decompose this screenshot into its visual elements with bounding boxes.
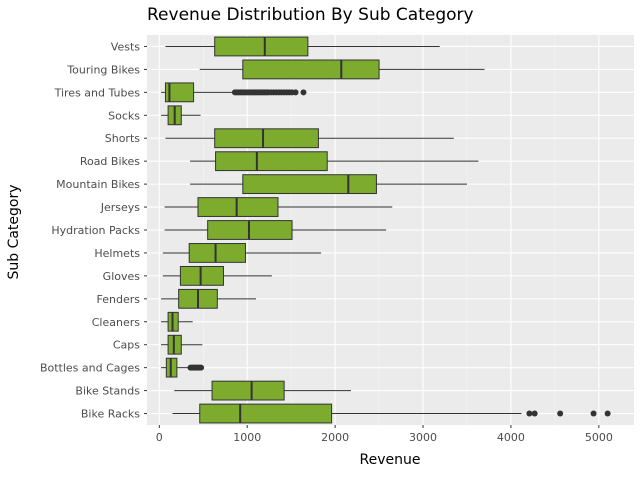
box-3	[161, 105, 201, 126]
y-tick-label: Bottles and Cages	[40, 362, 140, 375]
x-tick-label: 1000	[233, 431, 261, 444]
outlier-point	[590, 410, 597, 417]
box-iqr	[164, 82, 195, 103]
y-tick-label: Touring Bikes	[66, 63, 140, 76]
x-tick-label: 2000	[321, 431, 349, 444]
box-iqr	[188, 243, 246, 263]
y-tick-label: Road Bikes	[80, 155, 140, 168]
outlier-point	[604, 410, 611, 417]
x-tick-label: 5000	[585, 431, 613, 444]
outlier-point	[531, 410, 538, 417]
box-1	[199, 59, 485, 80]
y-tick-label: Fenders	[97, 293, 141, 306]
y-axis-title: Sub Category	[6, 184, 22, 279]
y-tick-label: Shorts	[105, 132, 141, 145]
box-15	[174, 380, 351, 401]
box-12	[161, 311, 193, 332]
box-iqr	[214, 36, 309, 57]
x-tick-label: 0	[156, 431, 163, 444]
y-tick-label: Gloves	[103, 270, 141, 283]
y-tick-label: Tires and Tubes	[54, 86, 141, 99]
y-axis: Vests Touring Bikes Tires and Tubes Socks Sh…	[40, 40, 147, 421]
box-8	[164, 220, 387, 240]
box-6	[190, 174, 467, 195]
box-iqr	[214, 128, 319, 149]
outlier-point	[526, 410, 533, 417]
box-iqr	[179, 265, 224, 286]
outlier-point	[198, 364, 205, 371]
box-2	[161, 82, 307, 103]
outlier-point	[300, 89, 307, 96]
outlier-point	[557, 410, 564, 417]
y-tick-label: Helmets	[94, 247, 140, 260]
box-iqr	[242, 59, 380, 80]
y-tick-label: Jerseys	[100, 201, 141, 214]
y-tick-label: Vests	[111, 40, 140, 53]
box-iqr	[199, 403, 333, 424]
box-layer	[161, 36, 611, 424]
box-4	[165, 128, 454, 149]
box-9	[162, 243, 322, 263]
chart-title: Revenue Distribution By Sub Category	[147, 5, 474, 25]
y-tick-label: Bike Stands	[75, 385, 140, 398]
outlier-point	[292, 89, 299, 96]
y-tick-label: Bike Racks	[81, 408, 140, 421]
y-tick-label: Cleaners	[92, 316, 141, 329]
box-11	[161, 288, 257, 309]
box-13	[161, 334, 203, 355]
box-0	[165, 36, 440, 57]
x-axis-title: Revenue	[360, 452, 421, 468]
box-16	[172, 403, 611, 424]
box-iqr	[242, 174, 377, 195]
y-tick-label: Hydration Packs	[51, 224, 140, 237]
grid-lines	[147, 35, 634, 425]
box-10	[162, 265, 272, 286]
box-iqr	[211, 380, 285, 401]
y-tick-label: Socks	[108, 109, 140, 122]
box-7	[164, 197, 393, 217]
y-tick-label: Mountain Bikes	[56, 178, 140, 191]
x-axis: 0 1000 2000 3000 4000 5000	[156, 425, 613, 444]
box-iqr	[197, 197, 279, 217]
box-iqr	[215, 151, 328, 172]
box-5	[190, 151, 479, 172]
y-tick-label: Caps	[113, 339, 140, 352]
x-tick-label: 4000	[497, 431, 525, 444]
box-14	[161, 357, 205, 378]
x-tick-label: 3000	[409, 431, 437, 444]
